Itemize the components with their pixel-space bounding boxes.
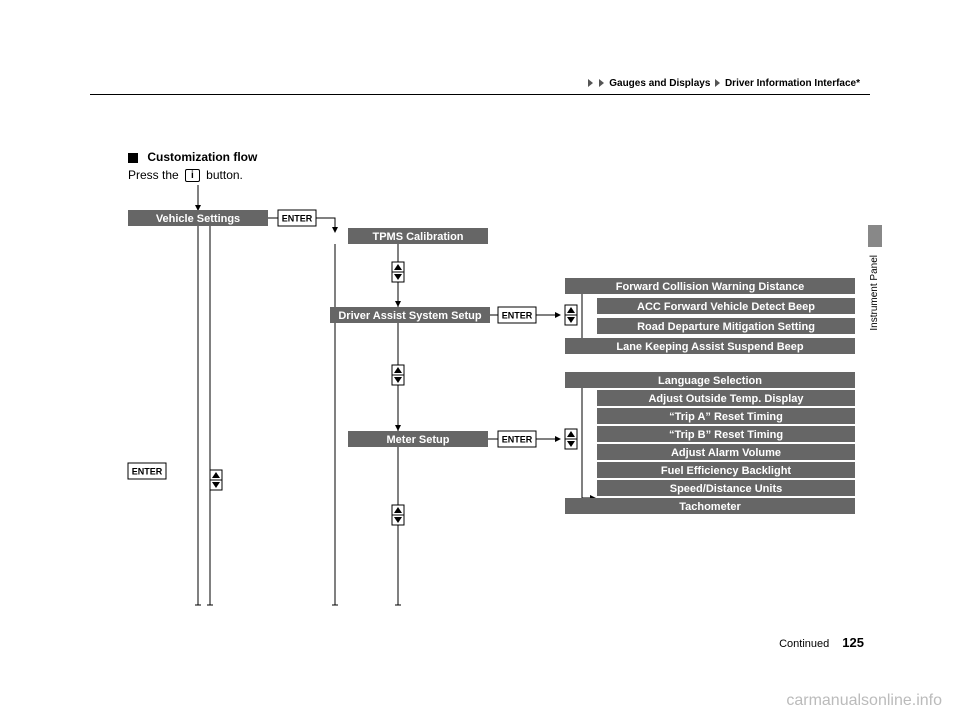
flow-diagram: Vehicle Settings ENTER TPMS Calibration …: [0, 0, 960, 722]
node-vehicle-settings: Vehicle Settings: [156, 213, 240, 225]
footer-continued: Continued: [779, 638, 829, 650]
node-meter-setup: Meter Setup: [387, 434, 450, 446]
node-tpms: TPMS Calibration: [372, 231, 463, 243]
node-fuel: Fuel Efficiency Backlight: [661, 465, 792, 477]
node-lane-keep: Lane Keeping Assist Suspend Beep: [616, 341, 804, 353]
enter-label-2: ENTER: [502, 310, 533, 320]
node-alarm: Adjust Alarm Volume: [671, 447, 781, 459]
node-speed: Speed/Distance Units: [670, 483, 782, 495]
node-trip-b: “Trip B” Reset Timing: [669, 429, 783, 441]
node-trip-a: “Trip A” Reset Timing: [669, 411, 783, 423]
node-acc: ACC Forward Vehicle Detect Beep: [637, 301, 815, 313]
node-road-dep: Road Departure Mitigation Setting: [637, 321, 815, 333]
node-fcw: Forward Collision Warning Distance: [616, 281, 804, 293]
page-number: 125: [842, 635, 864, 650]
node-temp: Adjust Outside Temp. Display: [648, 393, 804, 405]
enter-label-3: ENTER: [502, 434, 533, 444]
node-tach: Tachometer: [679, 501, 741, 513]
enter-label-left: ENTER: [132, 466, 163, 476]
enter-label-1: ENTER: [282, 213, 313, 223]
footer: Continued 125: [779, 635, 864, 650]
node-language: Language Selection: [658, 375, 762, 387]
watermark: carmanualsonline.info: [786, 692, 942, 710]
node-driver-assist: Driver Assist System Setup: [338, 310, 482, 322]
